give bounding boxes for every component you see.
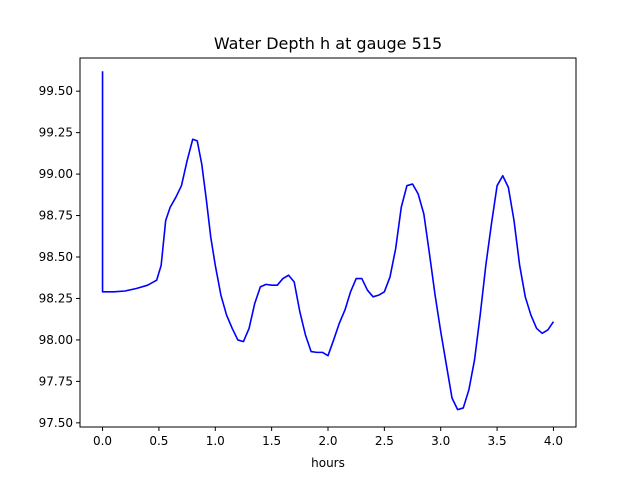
- x-tick-label: 1.5: [262, 434, 281, 448]
- x-tick-label: 3.0: [431, 434, 450, 448]
- y-tick-label: 98.25: [39, 291, 73, 305]
- y-tick-label: 99.50: [39, 84, 73, 98]
- x-axis-ticks: 0.0 0.5 1.0 1.5 2.0 2.5 3.0 3.5 4.0: [93, 427, 563, 448]
- x-tick-label: 2.0: [318, 434, 337, 448]
- series-line-0: [101, 71, 555, 411]
- y-tick-label: 98.50: [39, 250, 73, 264]
- y-tick-label: 99.00: [39, 167, 73, 181]
- plot-frame: [79, 57, 577, 428]
- x-tick-label: 0.0: [93, 434, 112, 448]
- y-tick-label: 97.75: [39, 374, 73, 388]
- plot-area: [79, 57, 577, 428]
- x-tick-label: 3.5: [488, 434, 507, 448]
- chart-title: Water Depth h at gauge 515: [214, 34, 442, 53]
- x-tick-label: 4.0: [544, 434, 563, 448]
- y-tick-label: 98.75: [39, 209, 73, 223]
- y-axis-ticks: 97.50 97.75 98.00 98.25 98.50 98.75 99.00 99.25…: [39, 84, 80, 430]
- x-tick-label: 2.5: [375, 434, 394, 448]
- y-tick-label: 97.50: [39, 416, 73, 430]
- y-tick-label: 98.00: [39, 333, 73, 347]
- x-tick-label: 1.0: [206, 434, 225, 448]
- y-tick-label: 99.25: [39, 126, 73, 140]
- x-axis-label: hours: [311, 456, 345, 470]
- x-tick-label: 0.5: [149, 434, 168, 448]
